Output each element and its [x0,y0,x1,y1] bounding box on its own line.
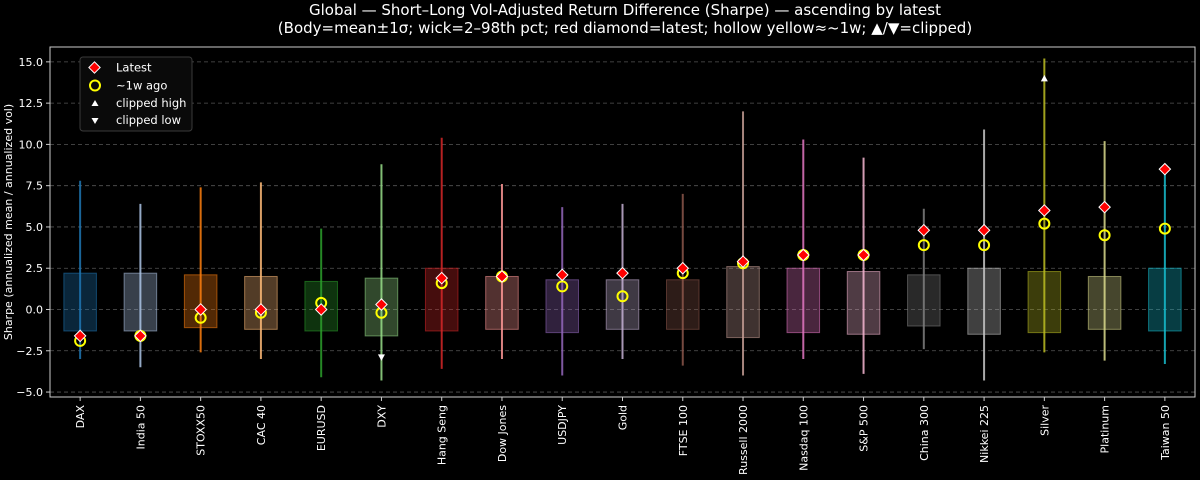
x-tick-label-platinum: Platinum [1099,405,1112,453]
body-gold [605,279,640,330]
legend-clipped-high-label: clipped high [116,96,186,110]
latest-marker-russell-2000 [736,255,750,268]
latest-marker-eurusd [314,303,328,316]
x-tick-label-dow-jones: Dow Jones [496,405,509,462]
latest-marker-nasdaq-100 [796,248,810,262]
legend-latest-diamond-icon [88,61,101,74]
latest-marker-dxy [375,298,388,311]
x-tick-label-usdjpy: USDJPY [556,405,569,445]
week-ago-marker-usdjpy [556,280,569,293]
latest-marker-s-p-500 [857,248,870,262]
latest-marker-cac-40 [254,303,268,316]
x-tick-label-nasdaq-100: Nasdaq 100 [797,405,810,471]
week-ago-marker-nikkei-225 [978,239,991,252]
latest-marker-taiwan-50 [1158,162,1172,176]
latest-marker-ftse-100 [676,261,690,275]
legend-latest-label: Latest [116,61,152,75]
body-china-300 [907,274,941,327]
week-ago-marker-silver [1038,217,1051,230]
x-tick-label-cac-40: CAC 40 [255,405,268,445]
y-axis-label: Sharpe (annualized mean / annualized vol… [2,104,15,340]
x-tick-label-nikkei-225: Nikkei 225 [978,405,991,463]
latest-marker-usdjpy [555,268,569,282]
grid-lines [50,61,1195,393]
body-taiwan-50 [1148,267,1182,332]
latest-marker-dax [73,329,87,343]
legend: Latest ~1w ago clipped high clipped low [79,56,193,132]
x-tick-label-silver: Silver [1038,405,1051,436]
latest-marker-india-50 [134,329,147,343]
x-tick-label-dxy: DXY [375,405,388,428]
legend-week-ago-circle-icon [89,79,101,92]
latest-marker-nikkei-225 [977,223,991,237]
latest-marker-gold [616,266,629,280]
body-cac-40 [244,275,278,330]
body-india-50 [123,272,158,332]
y-tick-label: 5.0 [26,221,44,234]
body-dax [63,272,97,332]
week-ago-marker-china-300 [917,239,930,252]
latest-marker-hang-seng [435,271,449,285]
legend-week-ago-label: ~1w ago [116,79,167,93]
x-tick-label-russell-2000: Russell 2000 [737,405,750,475]
body-nikkei-225 [967,267,1001,335]
body-silver [1027,271,1062,334]
y-tick-label: 7.5 [26,180,44,193]
latest-marker-stoxx50 [194,303,208,316]
clipped-high-marker-silver [1040,74,1048,82]
x-tick-label-india-50: India 50 [134,405,147,450]
y-tick-label: 2.5 [26,262,44,275]
latest-marker-silver [1037,204,1051,217]
latest-marker-china-300 [917,223,931,237]
body-russell-2000 [726,266,760,339]
legend-clipped-high-triangle-icon [91,100,99,106]
x-tick-label-gold: Gold [617,405,630,430]
y-tick-label: 0.0 [26,304,44,317]
x-tick-label-eurusd: EURUSD [315,405,328,451]
chart-subtitle: (Body=mean±1σ; wick=2–98th pct; red diam… [278,19,972,37]
body-ftse-100 [665,279,700,330]
week-ago-marker-platinum [1098,229,1111,242]
legend-clipped-low-label: clipped low [116,113,181,127]
x-tick-label-ftse-100: FTSE 100 [677,405,690,456]
body-usdjpy [545,279,580,334]
y-tick-label: −5.0 [16,386,43,399]
x-tick-label-taiwan-50: Taiwan 50 [1159,405,1172,461]
body-stoxx50 [183,274,218,329]
y-axis-ticks: −5.0 −2.5 0.0 2.5 5.0 7.5 10.0 12.5 15.0 [16,56,50,399]
week-ago-marker-taiwan-50 [1158,222,1171,235]
week-ago-marker-gold [616,290,629,303]
body-s-p-500 [846,271,881,335]
body-dow-jones [485,275,519,330]
x-tick-label-hang-seng: Hang Seng [436,405,449,465]
y-tick-label: 10.0 [19,138,44,151]
clipped-low-marker-dxy [377,354,385,361]
marker-layer [73,74,1172,361]
y-tick-label: 15.0 [19,56,44,69]
x-tick-label-china-300: China 300 [918,405,931,461]
body-platinum [1087,275,1122,330]
y-tick-label: 12.5 [19,97,44,110]
x-tick-label-stoxx50: STOXX50 [195,405,208,456]
latest-marker-dow-jones [495,270,509,283]
legend-box [79,56,193,132]
latest-marker-platinum [1098,200,1111,214]
x-axis-ticks: DAX India 50 STOXX50 CAC 40 EURUSD DXY Hang Se… [74,397,1172,475]
x-tick-label-s-p-500: S&P 500 [858,405,871,452]
body-hang-seng [424,267,459,332]
x-tick-label-dax: DAX [74,405,87,429]
body-nasdaq-100 [786,267,821,334]
y-tick-label: −2.5 [16,345,43,358]
chart-title: Global — Short–Long Vol-Adjusted Return … [309,1,941,19]
legend-clipped-low-triangle-icon [91,118,99,124]
